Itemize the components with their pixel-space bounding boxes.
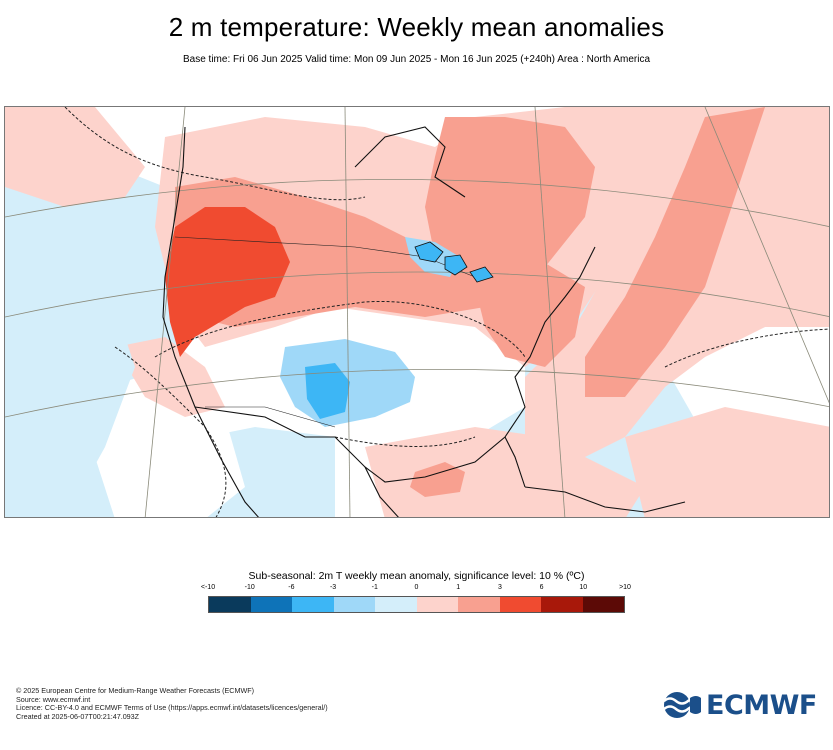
legend-tick-label: <-10: [200, 584, 216, 591]
light-red-west-pacific: [5, 107, 145, 207]
legend-tick-label: 0: [414, 584, 419, 591]
legend-swatch-6: [458, 597, 500, 612]
legend-title: Sub-seasonal: 2m T weekly mean anomaly, …: [248, 570, 585, 582]
legend-tick-label: -1: [371, 584, 378, 591]
legend-tick-label: -6: [288, 584, 295, 591]
ecmwf-logo-text: ECMWF: [706, 689, 817, 721]
medium-red-northeast: [425, 117, 595, 307]
footer-source: Source: www.ecmwf.int: [16, 694, 91, 704]
light-blue-pacific: [5, 307, 135, 517]
coastlines: [162, 126, 686, 517]
legend-swatch-1: [250, 597, 292, 612]
legend-tick-label: >10: [619, 584, 631, 591]
legend-swatch-5: [416, 597, 458, 612]
great-lakes: [414, 241, 494, 283]
ecmwf-logo: ECMWF: [662, 689, 822, 721]
legend-swatch-7: [499, 597, 541, 612]
legend-tick-label: -3: [329, 584, 337, 591]
legend-tick-label: -10: [244, 584, 255, 591]
legend-swatch-0: [209, 597, 251, 612]
color-legend: [208, 596, 625, 613]
chart-subtitle: Base time: Fri 06 Jun 2025 Valid time: M…: [182, 54, 651, 65]
footer-copyright: © 2025 European Centre for Medium-Range …: [16, 686, 255, 695]
legend-tick-label: 3: [497, 584, 502, 591]
strong-red-northwest: [165, 207, 290, 357]
footer: © 2025 European Centre for Medium-Range …: [16, 686, 328, 722]
anomaly-map: [4, 106, 830, 518]
chart-title: 2 m temperature: Weekly mean anomalies: [168, 12, 665, 42]
footer-created: Created at 2025-06-07T00:21:47.093Z: [16, 712, 140, 722]
medium-red-east-coast: [475, 257, 585, 367]
legend-tick-label: 1: [456, 584, 461, 591]
medium-red-gulf: [410, 462, 465, 497]
medium-red-atlantic-band: [585, 107, 765, 397]
graticule: [5, 107, 829, 517]
legend-swatch-2: [292, 597, 334, 612]
legend-swatch-8: [541, 597, 583, 612]
legend-tick-label: 10: [579, 584, 588, 591]
footer-licence: Licence: CC-BY-4.0 and ECMWF Terms of Us…: [16, 703, 328, 713]
map-canvas: [5, 107, 829, 517]
light-red-southwest: [115, 337, 225, 417]
ecmwf-logo-icon: [663, 692, 701, 718]
legend-swatch-3: [333, 597, 375, 612]
legend-swatch-9: [582, 597, 624, 612]
light-red-caribbean: [625, 407, 829, 517]
legend-ticks: <-10 -10 -6 -3 -1 0 1 3 6 10 >10: [0, 584, 833, 594]
legend-swatch-4: [375, 597, 417, 612]
legend-tick-label: 6: [539, 584, 544, 591]
medium-blue-core: [305, 363, 350, 419]
